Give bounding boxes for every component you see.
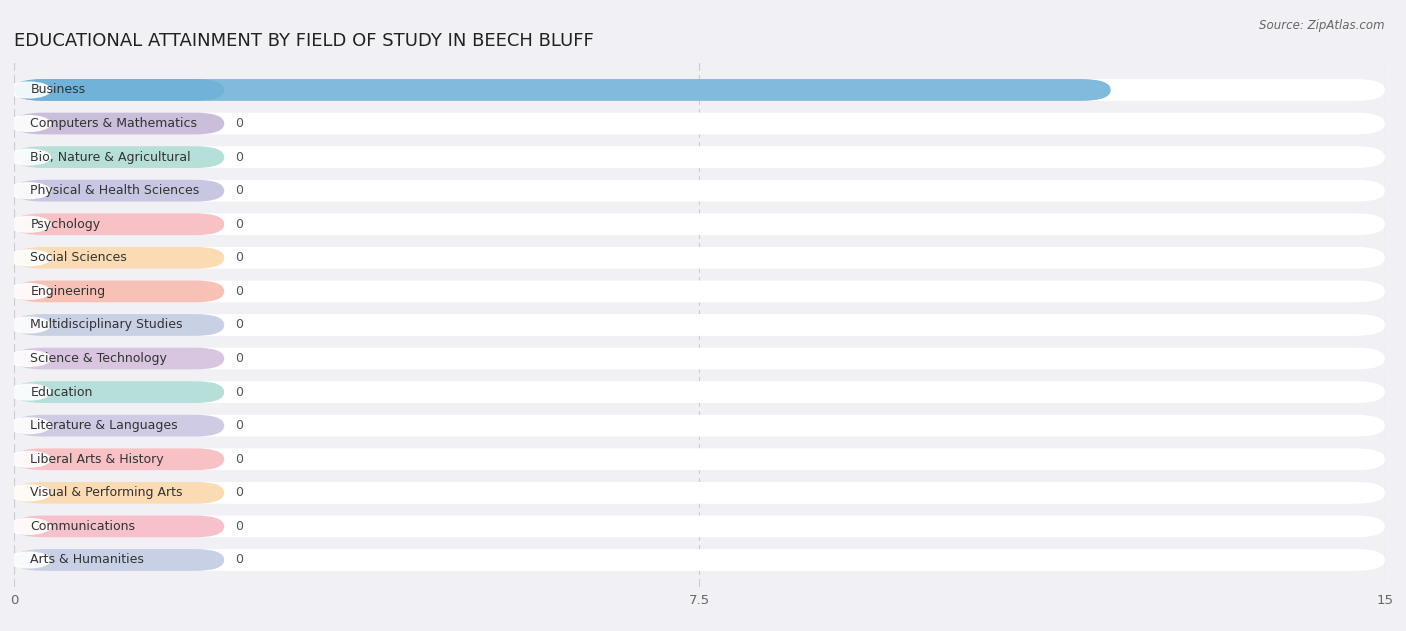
Text: Liberal Arts & History: Liberal Arts & History [31, 453, 165, 466]
FancyBboxPatch shape [14, 549, 1385, 571]
Circle shape [7, 519, 51, 534]
FancyBboxPatch shape [14, 247, 1385, 269]
Circle shape [7, 384, 51, 400]
Circle shape [7, 485, 51, 500]
FancyBboxPatch shape [14, 482, 225, 504]
Text: Multidisciplinary Studies: Multidisciplinary Studies [31, 319, 183, 331]
Circle shape [7, 283, 51, 299]
FancyBboxPatch shape [14, 180, 225, 201]
FancyBboxPatch shape [14, 247, 225, 269]
Circle shape [7, 317, 51, 333]
FancyBboxPatch shape [14, 213, 225, 235]
Text: Computers & Mathematics: Computers & Mathematics [31, 117, 197, 130]
Text: Business: Business [31, 83, 86, 97]
Text: Education: Education [31, 386, 93, 399]
Text: Source: ZipAtlas.com: Source: ZipAtlas.com [1260, 19, 1385, 32]
Text: Engineering: Engineering [31, 285, 105, 298]
FancyBboxPatch shape [14, 348, 1385, 369]
FancyBboxPatch shape [14, 381, 225, 403]
FancyBboxPatch shape [14, 79, 225, 101]
FancyBboxPatch shape [14, 146, 225, 168]
Text: 0: 0 [235, 285, 243, 298]
Circle shape [7, 250, 51, 266]
Text: 0: 0 [235, 184, 243, 197]
Text: Visual & Performing Arts: Visual & Performing Arts [31, 487, 183, 499]
Text: EDUCATIONAL ATTAINMENT BY FIELD OF STUDY IN BEECH BLUFF: EDUCATIONAL ATTAINMENT BY FIELD OF STUDY… [14, 32, 593, 50]
FancyBboxPatch shape [14, 516, 225, 538]
FancyBboxPatch shape [14, 79, 1111, 101]
FancyBboxPatch shape [14, 381, 1385, 403]
Text: Psychology: Psychology [31, 218, 100, 231]
Circle shape [7, 115, 51, 131]
FancyBboxPatch shape [14, 415, 225, 437]
FancyBboxPatch shape [14, 112, 225, 134]
FancyBboxPatch shape [14, 79, 1385, 101]
Text: Bio, Nature & Agricultural: Bio, Nature & Agricultural [31, 151, 191, 163]
Circle shape [7, 418, 51, 433]
Text: Science & Technology: Science & Technology [31, 352, 167, 365]
FancyBboxPatch shape [14, 146, 1385, 168]
Text: Physical & Health Sciences: Physical & Health Sciences [31, 184, 200, 197]
Text: 0: 0 [235, 218, 243, 231]
Text: 0: 0 [235, 487, 243, 499]
FancyBboxPatch shape [14, 516, 1385, 538]
Text: 0: 0 [235, 251, 243, 264]
Text: 0: 0 [235, 151, 243, 163]
Text: 0: 0 [235, 520, 243, 533]
Text: Communications: Communications [31, 520, 135, 533]
FancyBboxPatch shape [14, 449, 1385, 470]
FancyBboxPatch shape [14, 449, 225, 470]
FancyBboxPatch shape [14, 314, 225, 336]
Text: Arts & Humanities: Arts & Humanities [31, 553, 145, 567]
Text: 0: 0 [235, 117, 243, 130]
FancyBboxPatch shape [14, 213, 1385, 235]
FancyBboxPatch shape [14, 180, 1385, 201]
FancyBboxPatch shape [14, 112, 1385, 134]
Text: 0: 0 [235, 319, 243, 331]
FancyBboxPatch shape [14, 348, 225, 369]
Text: 0: 0 [235, 453, 243, 466]
Text: 0: 0 [235, 386, 243, 399]
Circle shape [7, 150, 51, 165]
Text: 0: 0 [235, 553, 243, 567]
FancyBboxPatch shape [14, 482, 1385, 504]
Text: Literature & Languages: Literature & Languages [31, 419, 179, 432]
Text: 12: 12 [1121, 83, 1136, 97]
FancyBboxPatch shape [14, 549, 225, 571]
FancyBboxPatch shape [14, 314, 1385, 336]
FancyBboxPatch shape [14, 415, 1385, 437]
Circle shape [7, 82, 51, 98]
Text: 0: 0 [235, 419, 243, 432]
Circle shape [7, 216, 51, 232]
FancyBboxPatch shape [14, 281, 225, 302]
Text: 0: 0 [235, 352, 243, 365]
Text: Social Sciences: Social Sciences [31, 251, 127, 264]
Circle shape [7, 552, 51, 568]
FancyBboxPatch shape [14, 281, 1385, 302]
Circle shape [7, 183, 51, 199]
Circle shape [7, 351, 51, 367]
Circle shape [7, 451, 51, 467]
